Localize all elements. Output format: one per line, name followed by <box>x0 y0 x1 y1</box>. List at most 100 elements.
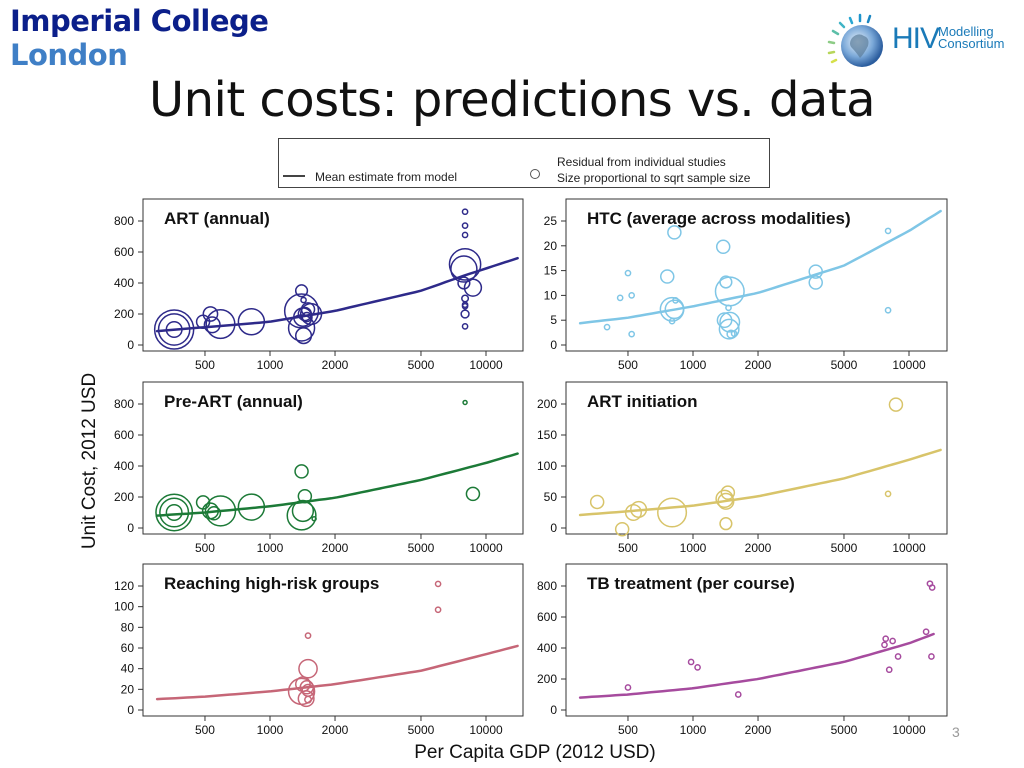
study-residual-point <box>730 330 738 337</box>
study-residual-point <box>668 317 676 325</box>
study-residual-point <box>624 684 632 691</box>
x-tick-label: 2000 <box>745 358 772 372</box>
study-residual-point <box>928 584 936 591</box>
logo-consortium-text: Modelling Consortium <box>938 24 1005 51</box>
mean-estimate-curve <box>578 632 935 699</box>
x-tick-label: 500 <box>195 358 215 372</box>
logo-modelling: Modelling <box>938 24 994 39</box>
study-residual-point <box>203 316 221 334</box>
study-residual-point <box>461 222 469 229</box>
study-residual-point <box>628 330 636 338</box>
study-residual-point <box>715 239 731 255</box>
hiv-globe-icon <box>827 13 883 67</box>
study-residual-point <box>204 495 237 527</box>
x-tick-label: 1000 <box>257 541 284 555</box>
study-residual-point <box>297 306 313 322</box>
study-residual-point <box>667 225 682 240</box>
study-residual-point <box>165 320 183 339</box>
study-residual-point <box>889 637 896 645</box>
study-residual-point <box>881 641 888 649</box>
x-tick-label: 500 <box>618 358 638 372</box>
x-tick-label: 10000 <box>892 358 926 372</box>
chart-panel-6: 0 200 400 600 800 500 1000 2000 5000 10000 TB trea… <box>537 563 948 737</box>
study-residual-point <box>461 231 469 239</box>
x-tick-label: 500 <box>195 541 215 555</box>
chart-legend: Mean estimate from model Residual from i… <box>278 138 770 188</box>
study-residual-point <box>628 292 636 299</box>
y-tick-label: 0 <box>550 703 557 717</box>
legend-line-swatch <box>283 175 305 177</box>
legend-circle-icon <box>530 169 540 179</box>
study-residual-point <box>461 208 469 216</box>
panel-title: ART (annual) <box>164 209 270 228</box>
y-tick-label: 5 <box>550 313 557 327</box>
study-residual-point <box>286 500 317 531</box>
y-tick-label: 200 <box>114 490 134 504</box>
study-residual-point <box>295 327 313 345</box>
study-residual-point <box>884 227 892 235</box>
study-residual-point <box>450 255 478 283</box>
y-tick-label: 40 <box>121 662 135 676</box>
study-residual-point <box>465 486 481 502</box>
study-residual-point <box>461 302 469 310</box>
study-residual-point <box>448 248 482 281</box>
study-residual-point <box>719 311 741 333</box>
y-tick-label: 0 <box>127 521 134 535</box>
x-tick-label: 500 <box>618 723 638 737</box>
study-residual-point <box>734 691 742 698</box>
logo-line-2: London <box>10 38 128 72</box>
x-tick-label: 10000 <box>469 541 503 555</box>
study-residual-point <box>630 500 648 518</box>
chart-panel-3: 0 200 400 600 800 500 1000 2000 5000 10000 Pre-ART… <box>114 381 524 555</box>
page-title: Unit costs: predictions vs. data <box>148 72 876 128</box>
plot-frame <box>565 381 948 535</box>
study-residual-point <box>603 323 611 331</box>
study-residual-point <box>888 397 904 412</box>
study-residual-point <box>624 269 632 277</box>
study-residual-point <box>719 517 733 531</box>
y-tick-label: 400 <box>114 459 134 473</box>
study-residual-point <box>299 302 323 326</box>
logo-hiv-text: HIV <box>892 22 940 55</box>
study-residual-point <box>300 296 307 304</box>
x-tick-label: 500 <box>195 723 215 737</box>
y-tick-label: 15 <box>544 264 558 278</box>
y-tick-label: 60 <box>121 641 135 655</box>
y-tick-label: 50 <box>544 490 558 504</box>
study-residual-point <box>664 299 685 320</box>
study-residual-point <box>616 294 624 302</box>
study-residual-point <box>660 269 675 284</box>
y-tick-label: 100 <box>114 600 134 614</box>
y-tick-label: 800 <box>114 397 134 411</box>
x-tick-label: 5000 <box>408 723 435 737</box>
x-tick-label: 2000 <box>322 723 349 737</box>
y-tick-label: 0 <box>127 703 134 717</box>
chart-panel-1: 0 200 400 600 800 500 1000 2000 5000 10000 ART (an… <box>114 198 524 372</box>
y-tick-label: 100 <box>537 459 557 473</box>
x-tick-label: 1000 <box>257 723 284 737</box>
study-residual-point <box>725 304 732 312</box>
x-tick-label: 2000 <box>745 541 772 555</box>
x-tick-label: 10000 <box>469 358 503 372</box>
x-tick-label: 2000 <box>322 541 349 555</box>
panel-title: ART initiation <box>587 392 697 411</box>
study-residual-point <box>157 313 191 346</box>
logo-consortium: Consortium <box>938 36 1005 51</box>
y-tick-label: 600 <box>114 245 134 259</box>
study-residual-point <box>301 311 313 323</box>
panel-title: Pre-ART (annual) <box>164 392 303 411</box>
x-tick-label: 1000 <box>680 541 707 555</box>
study-residual-point <box>624 503 642 522</box>
y-tick-label: 600 <box>537 610 557 624</box>
y-tick-label: 20 <box>121 682 135 696</box>
study-residual-point <box>894 653 902 660</box>
y-tick-label: 400 <box>537 641 557 655</box>
panel-title: TB treatment (per course) <box>587 574 795 593</box>
study-residual-point <box>434 606 442 614</box>
study-residual-point <box>153 309 195 350</box>
y-tick-label: 800 <box>537 579 557 593</box>
study-residual-point <box>922 628 930 636</box>
study-residual-point <box>237 493 266 521</box>
x-tick-label: 5000 <box>831 358 858 372</box>
